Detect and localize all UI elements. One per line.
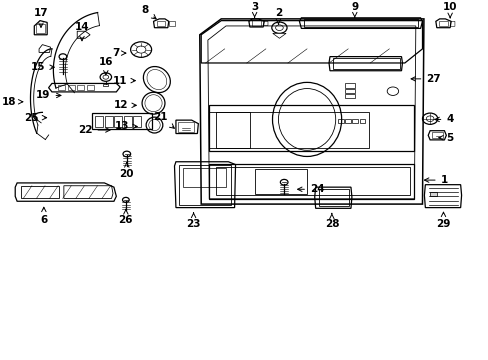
Text: 6: 6 (40, 207, 47, 225)
Text: 2: 2 (274, 8, 282, 24)
Text: 29: 29 (435, 212, 450, 229)
Text: 13: 13 (115, 121, 137, 131)
Text: 11: 11 (113, 76, 135, 86)
Text: 23: 23 (186, 213, 201, 229)
Text: 16: 16 (99, 57, 113, 75)
Text: 8: 8 (141, 5, 156, 19)
Text: 5: 5 (438, 133, 453, 143)
Text: 12: 12 (114, 100, 136, 110)
Text: 19: 19 (36, 90, 61, 100)
Text: 15: 15 (31, 62, 54, 72)
Text: 27: 27 (410, 74, 440, 84)
Polygon shape (429, 192, 436, 196)
Text: 26: 26 (119, 210, 133, 225)
Text: 14: 14 (75, 22, 89, 41)
Text: 20: 20 (120, 163, 134, 179)
Text: 21: 21 (153, 112, 174, 128)
Text: 18: 18 (1, 97, 23, 107)
Text: 3: 3 (250, 2, 258, 17)
Text: 10: 10 (442, 2, 456, 18)
Text: 24: 24 (297, 184, 324, 194)
Polygon shape (272, 33, 285, 38)
Text: 28: 28 (324, 213, 339, 229)
Text: 17: 17 (34, 8, 48, 27)
Text: 22: 22 (78, 125, 110, 135)
Text: 25: 25 (24, 113, 46, 123)
Text: 1: 1 (424, 175, 447, 185)
Text: 4: 4 (434, 114, 453, 125)
Text: 9: 9 (350, 2, 358, 17)
Text: 7: 7 (112, 48, 125, 58)
